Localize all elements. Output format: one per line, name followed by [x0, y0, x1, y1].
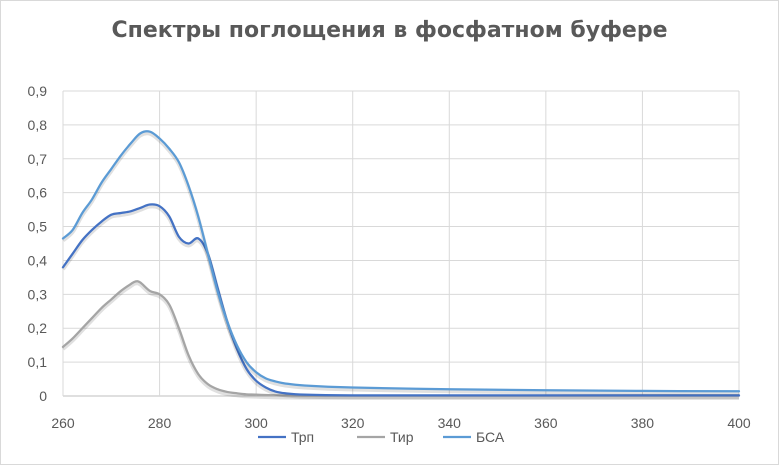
legend: Трп Тир БСА [258, 429, 505, 445]
x-tick-label: 280 [148, 415, 172, 431]
series-line-3 [61, 130, 741, 393]
series-line-2 [61, 280, 741, 397]
y-axis: 0 0,1 0,2 0,3 0,4 0,5 0,6 0,7 0,8 0,9 [28, 83, 48, 404]
chart-title: Спектры поглощения в фосфатном буфере [111, 18, 668, 43]
y-tick-label: 0,6 [28, 185, 48, 201]
y-tick-label: 0,7 [28, 151, 48, 167]
x-tick-label: 380 [631, 415, 655, 431]
x-tick-label: 360 [534, 415, 558, 431]
x-tick-label: 260 [51, 415, 75, 431]
grid [62, 90, 740, 397]
y-tick-label: 0,5 [28, 219, 48, 235]
x-tick-label: 300 [244, 415, 268, 431]
y-tick-label: 0,4 [28, 252, 48, 268]
series-shadow [61, 281, 739, 400]
x-tick-label: 340 [438, 415, 462, 431]
x-axis: 260 280 300 320 340 360 380 400 [51, 415, 751, 431]
y-tick-label: 0,2 [28, 320, 48, 336]
x-tick-label: 400 [727, 415, 751, 431]
y-tick-label: 0 [39, 388, 47, 404]
y-tick-label: 0,3 [28, 286, 48, 302]
plot-area [61, 130, 741, 400]
legend-label: БСА [476, 429, 505, 445]
y-tick-label: 0,8 [28, 117, 48, 133]
legend-label: Трп [291, 429, 314, 445]
x-tick-label: 320 [341, 415, 365, 431]
y-tick-label: 0,9 [28, 83, 48, 99]
series-shadow [61, 131, 740, 396]
legend-label: Тир [390, 429, 414, 445]
y-tick-label: 0,1 [28, 354, 48, 370]
